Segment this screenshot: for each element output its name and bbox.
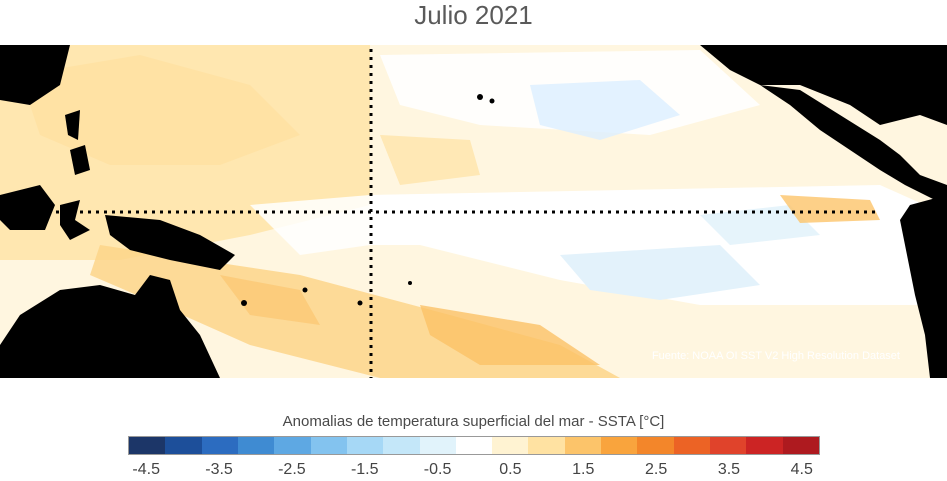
colorbar-tick-label: -3.5 (205, 461, 233, 478)
colorbar-tick-label: -2.5 (278, 461, 306, 478)
colorbar-tick-label: 3.5 (717, 461, 741, 478)
colorbar-segment (274, 437, 311, 454)
map-title: Julio 2021 (414, 0, 533, 30)
colorbar-segment (129, 437, 166, 454)
colorbar-segment (528, 437, 565, 454)
colorbar-tick-label: -4.5 (132, 461, 160, 478)
colorbar-segment (637, 437, 674, 454)
colorbar (128, 436, 820, 455)
colorbar-tick-label: 0.5 (499, 461, 522, 478)
colorbar-segment (782, 437, 819, 454)
colorbar-tick-label: -0.5 (423, 461, 452, 478)
anomaly-patches (0, 45, 947, 378)
colorbar-segment (492, 437, 529, 454)
colorbar-ticks: -4.5 -3.5 -2.5 -1.5 -0.5 0.5 1.5 2.5 3.5 4.5 (128, 461, 820, 481)
colorbar-segment (710, 437, 747, 454)
colorbar-segment (601, 437, 638, 454)
colorbar-tick-label: 1.5 (572, 461, 595, 478)
colorbar-segment (346, 437, 384, 454)
colorbar-segment (455, 437, 493, 454)
colorbar-segment (310, 437, 347, 454)
colorbar-segment (746, 437, 783, 454)
colorbar-label: Anomalias de temperatura superficial del… (282, 413, 665, 430)
colorbar-segment (383, 437, 420, 454)
colorbar-tick-label: 2.5 (644, 461, 668, 478)
colorbar-segment (201, 437, 238, 454)
data-source-credit: Fuente: NOAA OI SST V2 High Resolution D… (651, 350, 900, 362)
colorbar-tick-label: 4.5 (790, 461, 813, 478)
colorbar-segment (165, 437, 202, 454)
colorbar-tick-label: -1.5 (350, 461, 379, 478)
colorbar-segment (419, 437, 456, 454)
sst-anomaly-map (0, 45, 947, 378)
colorbar-segment (673, 437, 710, 454)
land (0, 45, 947, 378)
colorbar-segment (237, 437, 275, 454)
colorbar-segment (564, 437, 602, 454)
